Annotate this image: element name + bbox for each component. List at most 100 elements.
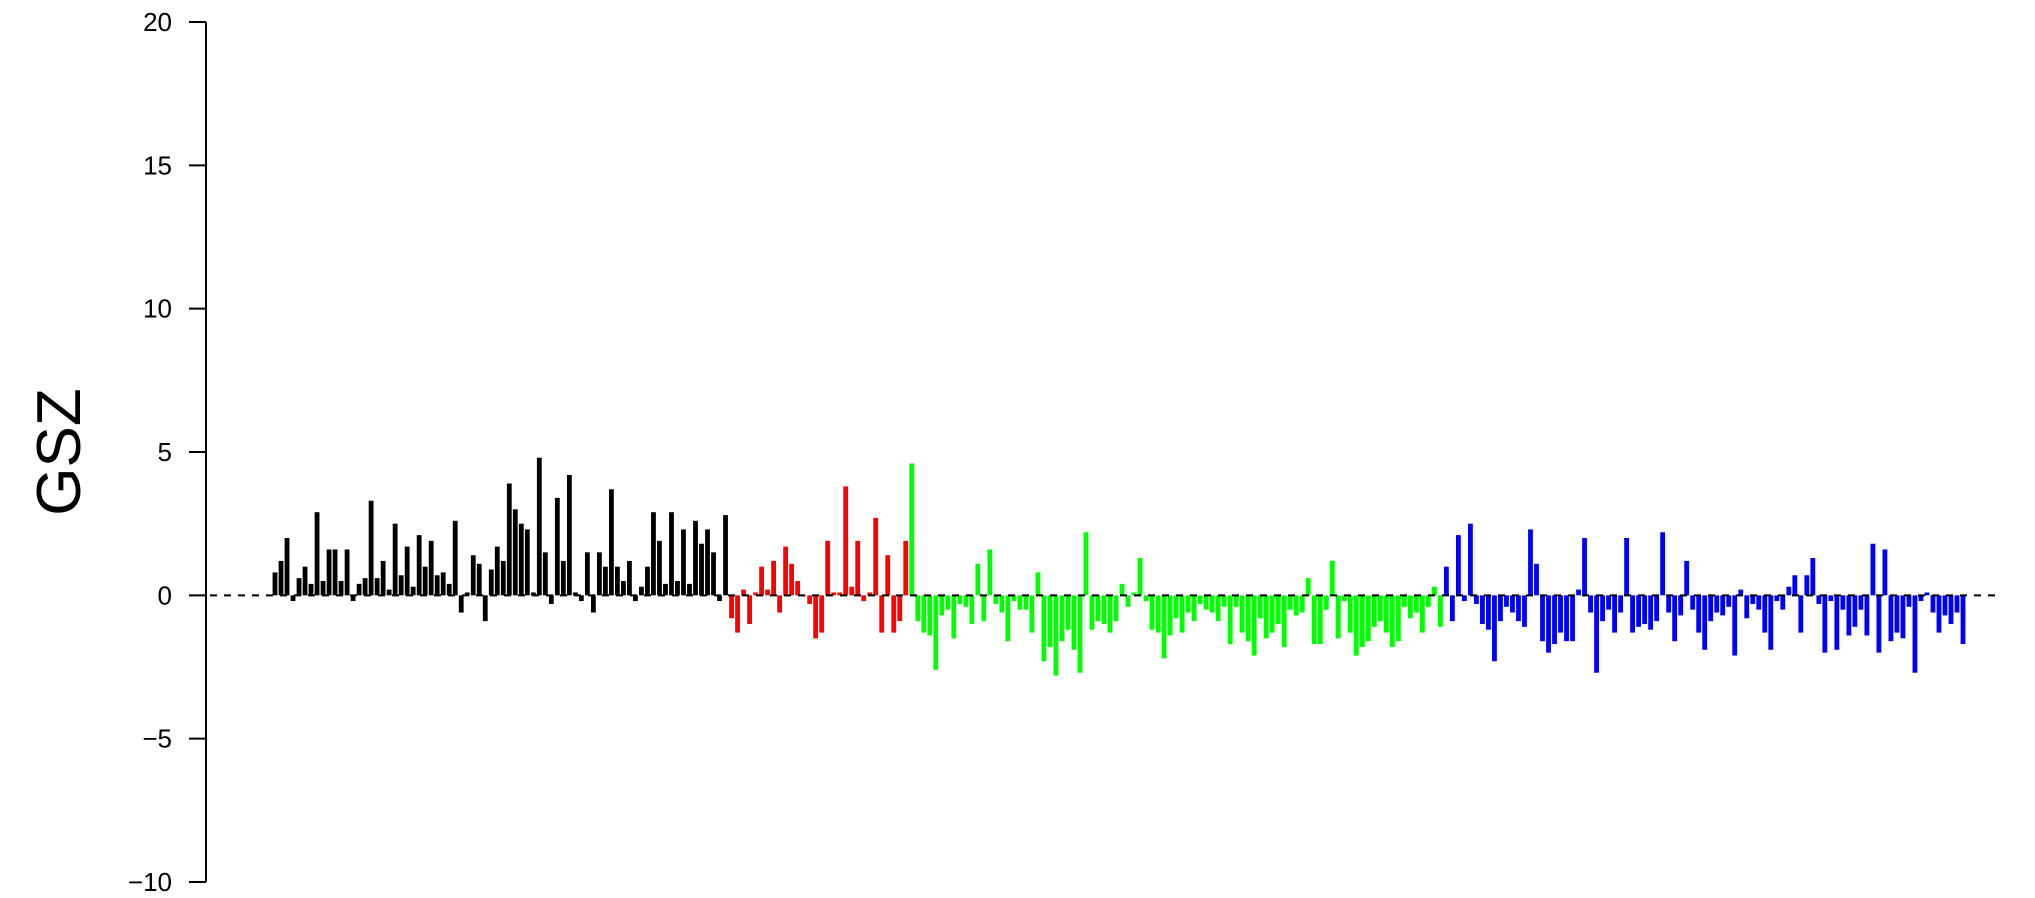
bar-series-4 [1930, 595, 1936, 613]
bar-series-4 [1822, 595, 1828, 653]
bar-series-4 [1582, 538, 1587, 596]
bar-series-1 [428, 540, 434, 596]
bar-series-3 [1341, 595, 1347, 602]
bar-series-3 [909, 463, 915, 596]
bar-series-4 [1852, 595, 1858, 627]
bar-series-4 [1462, 595, 1467, 602]
bar-series-2 [753, 592, 758, 596]
bar-series-4 [1720, 595, 1726, 616]
bar-series-1 [584, 552, 590, 596]
bar-series-3 [1293, 595, 1299, 616]
bar-series-3 [1245, 595, 1251, 642]
bar-series-4 [1792, 575, 1798, 596]
bar-series-4 [1708, 595, 1714, 622]
bar-series-4 [1642, 595, 1648, 624]
bar-series-4 [1576, 589, 1581, 596]
y-axis-ticks: −10 −5 0 5 10 15 20 [128, 7, 206, 897]
bar-series-3 [1383, 595, 1389, 633]
bar-series-4 [1468, 523, 1473, 596]
bar-series-1 [657, 540, 662, 596]
y-axis-title: GSZ [25, 388, 94, 515]
bar-series-3 [1083, 532, 1089, 596]
bar-series-4 [1894, 595, 1900, 633]
bar-series-3 [1233, 595, 1239, 607]
bar-series-1 [609, 489, 614, 596]
bar-series-1 [693, 520, 698, 596]
bar-series-4 [1443, 566, 1449, 596]
bar-series-4 [1750, 595, 1756, 604]
bar-series-1 [296, 578, 302, 596]
bar-series-4 [1864, 595, 1870, 636]
bar-series-1 [482, 595, 488, 622]
bar-series-3 [1053, 595, 1059, 676]
bar-series-2 [903, 540, 909, 596]
bar-series-3 [1335, 595, 1341, 639]
bar-series-4 [1960, 595, 1966, 645]
bar-series-4 [1588, 595, 1593, 613]
bar-series-3 [1197, 595, 1203, 604]
bar-series-4 [1912, 595, 1918, 673]
bar-series-2 [783, 546, 789, 596]
bar-series-3 [1323, 595, 1329, 610]
bar-series-4 [1882, 549, 1888, 596]
bar-series-3 [1251, 595, 1257, 656]
bar-series-1 [374, 578, 380, 596]
bar-series-3 [1011, 595, 1017, 602]
bar-series-4 [1780, 595, 1786, 610]
bar-series-3 [1377, 595, 1383, 622]
bar-series-3 [1257, 595, 1263, 619]
bar-series-1 [422, 566, 428, 596]
bar-series-3 [1029, 595, 1035, 633]
bar-series-4 [1552, 595, 1557, 645]
bar-series-1 [284, 538, 290, 596]
bar-series-2 [837, 592, 843, 596]
bar-series-3 [969, 595, 975, 624]
bar-series-4 [1648, 595, 1654, 630]
bar-series-1 [506, 483, 512, 596]
bar-series-3 [1221, 595, 1227, 607]
bar-series-1 [416, 535, 422, 596]
bar-series-4 [1702, 595, 1708, 650]
bar-series-1 [440, 572, 446, 596]
bar-series-3 [1287, 595, 1293, 610]
bar-series-2 [849, 586, 855, 596]
bar-series-3 [1395, 595, 1401, 642]
bar-series-1 [705, 529, 710, 596]
bar-series-1 [542, 552, 548, 596]
bar-series-3 [1419, 595, 1425, 633]
bar-series-1 [596, 552, 602, 596]
bar-series-4 [1942, 595, 1948, 616]
bar-series-4 [1492, 595, 1497, 662]
bar-series-3 [1389, 595, 1395, 647]
bar-series-2 [771, 560, 776, 596]
bar-series-3 [963, 595, 969, 607]
bar-series-4 [1798, 595, 1804, 633]
bar-series-1 [464, 592, 470, 596]
bar-series-3 [1137, 558, 1143, 596]
bar-series-4 [1564, 595, 1569, 642]
bar-series-4 [1876, 595, 1882, 653]
bar-series-4 [1834, 595, 1840, 650]
bar-series-1 [338, 581, 344, 596]
y-tick-label: 20 [143, 7, 172, 37]
bar-series-4 [1828, 595, 1834, 602]
bar-series-2 [795, 581, 801, 596]
bar-series-3 [1425, 595, 1431, 607]
bar-series-3 [1077, 595, 1083, 673]
bar-series-4 [1540, 595, 1545, 642]
bar-series-3 [1215, 595, 1221, 622]
bar-series-3 [1119, 583, 1125, 596]
bar-series-3 [1041, 595, 1047, 662]
bar-series-2 [825, 540, 831, 596]
bar-series-3 [951, 595, 957, 639]
bar-series-3 [1035, 572, 1041, 596]
bar-series-3 [933, 595, 939, 670]
bar-series-1 [627, 560, 632, 596]
bar-series-3 [1299, 595, 1305, 613]
bar-series-4 [1924, 592, 1930, 596]
bar-series-1 [621, 581, 626, 596]
bar-series-3 [1263, 595, 1269, 639]
bar-series-1 [290, 595, 296, 602]
bar-series-3 [1149, 595, 1155, 630]
